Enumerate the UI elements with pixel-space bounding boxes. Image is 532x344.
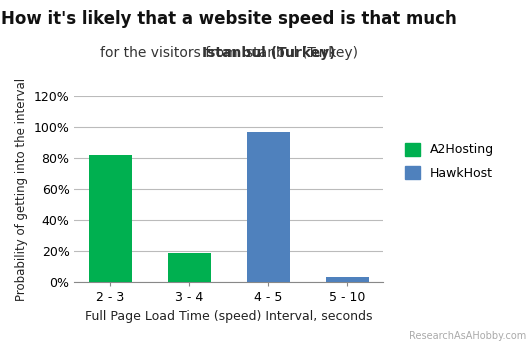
X-axis label: Full Page Load Time (speed) Interval, seconds: Full Page Load Time (speed) Interval, se… xyxy=(85,310,372,323)
Text: How it's likely that a website speed is that much: How it's likely that a website speed is … xyxy=(1,10,456,28)
Bar xyxy=(168,252,211,282)
Y-axis label: Probability of getting into the interval: Probability of getting into the interval xyxy=(15,78,28,301)
Text: ResearchAsAHobby.com: ResearchAsAHobby.com xyxy=(410,331,527,341)
Bar xyxy=(246,132,290,282)
Text: for the visitors from Istanbul (Turkey): for the visitors from Istanbul (Turkey) xyxy=(100,46,358,61)
Legend: A2Hosting, HawkHost: A2Hosting, HawkHost xyxy=(405,143,494,180)
Bar xyxy=(326,278,369,282)
Text: Istanbul (Turkey): Istanbul (Turkey) xyxy=(203,46,336,61)
Bar xyxy=(88,155,132,282)
